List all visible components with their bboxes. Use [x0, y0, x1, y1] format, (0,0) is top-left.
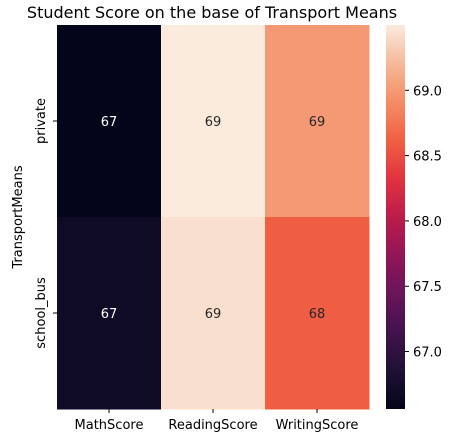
- heatmap-cell-school_bus-MathScore: [57, 217, 162, 410]
- cell-value-label: 67: [101, 307, 118, 322]
- y-tick-label: private: [34, 98, 49, 144]
- colorbar-tick-label: 67.5: [413, 280, 442, 295]
- cell-value-label: 69: [205, 307, 222, 322]
- heatmap-cell-school_bus-ReadingScore: [161, 217, 266, 410]
- x-tick-label: MathScore: [75, 418, 144, 433]
- x-axis-ticks: MathScore ReadingScore WritingScore: [75, 409, 359, 433]
- heatmap-cells: [57, 25, 370, 410]
- y-tick-label: school_bus: [34, 277, 49, 349]
- heatmap-cell-private-MathScore: [57, 25, 162, 218]
- cell-value-label: 69: [205, 115, 222, 130]
- heatmap-cell-private-ReadingScore: [161, 25, 266, 218]
- y-axis-label: TransportMeans: [11, 165, 26, 269]
- colorbar: [386, 25, 405, 409]
- heatmap-cell-school_bus-WritingScore: [265, 217, 370, 410]
- cell-value-label: 69: [309, 115, 326, 130]
- cell-value-label: 68: [309, 307, 326, 322]
- heatmap-cell-private-WritingScore: [265, 25, 370, 218]
- colorbar-tick-label: 69.0: [413, 84, 442, 99]
- heatmap-cell-labels: 67 69 69 67 69 68: [101, 115, 326, 322]
- colorbar-ticks: 67.0 67.5 68.0 68.5 69.0: [405, 84, 442, 361]
- colorbar-tick-label: 67.0: [413, 346, 442, 361]
- y-axis-ticks: private school_bus: [34, 98, 57, 349]
- chart-title: Student Score on the base of Transport M…: [27, 3, 397, 22]
- x-tick-label: WritingScore: [276, 418, 359, 433]
- cell-value-label: 67: [101, 115, 118, 130]
- colorbar-tick-label: 68.0: [413, 215, 442, 230]
- x-tick-label: ReadingScore: [168, 418, 257, 433]
- colorbar-tick-label: 68.5: [413, 150, 442, 165]
